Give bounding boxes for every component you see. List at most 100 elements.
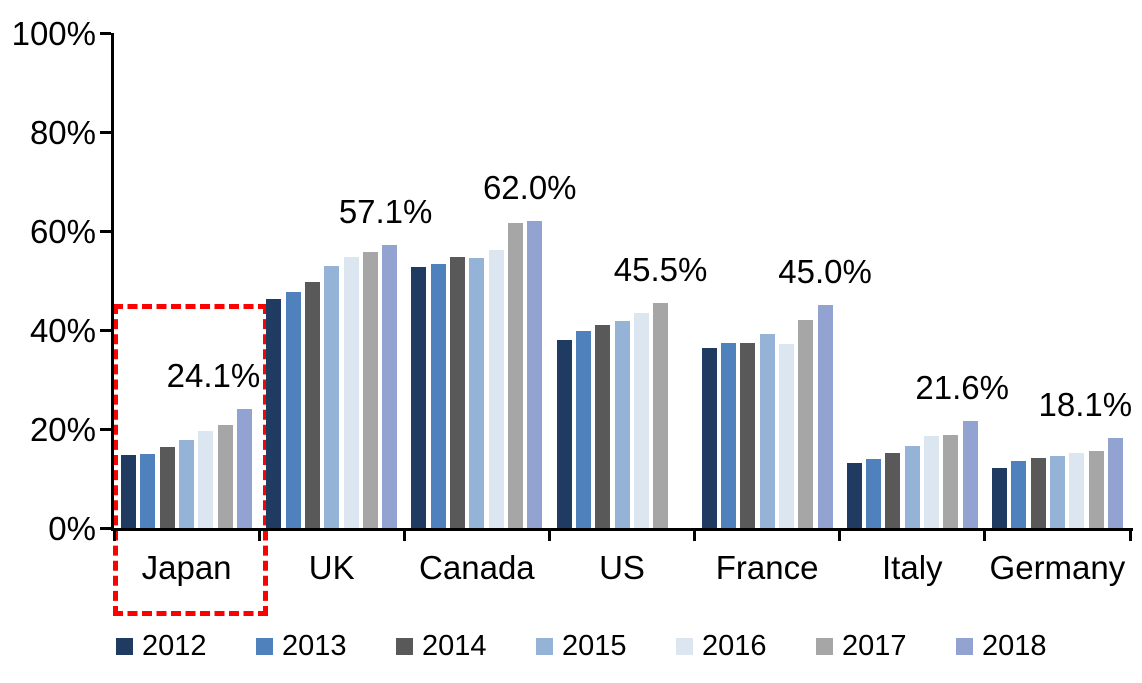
x-axis-tick (112, 528, 116, 541)
bar-uk-2012 (266, 298, 282, 528)
bar-canada-2016 (488, 249, 504, 528)
bar-germany-2012 (992, 468, 1008, 528)
legend-label-2014: 2014 (422, 630, 487, 662)
bar-japan-2012 (121, 455, 137, 528)
x-axis-tick (257, 528, 261, 541)
legend-item-2018: 2018 (956, 632, 1096, 661)
category-label-france: France (715, 549, 819, 586)
x-axis-tick (838, 528, 842, 541)
bar-uk-2016 (343, 257, 359, 528)
bar-france-2015 (759, 333, 775, 528)
japan-highlight-box (113, 304, 268, 616)
y-axis-label: 100% (11, 15, 96, 52)
x-axis-tick (402, 528, 406, 541)
y-axis-label: 20% (29, 411, 96, 448)
legend-item-2012: 2012 (116, 632, 256, 661)
bar-germany-2016 (1069, 452, 1085, 528)
y-axis-tick (100, 527, 111, 530)
bar-us-2015 (614, 321, 630, 528)
bar-canada-2014 (450, 257, 466, 528)
x-axis-tick (983, 528, 987, 541)
data-label-us: 45.5% (613, 250, 708, 288)
legend-swatch-2015 (536, 638, 553, 655)
bar-france-2018 (817, 305, 833, 528)
bar-france-2012 (701, 347, 717, 528)
bar-uk-2014 (304, 281, 320, 528)
legend-label-2015: 2015 (562, 630, 627, 662)
legend-item-2013: 2013 (256, 632, 396, 661)
y-axis-tick (100, 32, 111, 35)
x-axis-line (111, 528, 1133, 531)
bar-japan-2013 (140, 453, 156, 528)
bar-canada-2013 (430, 264, 446, 528)
bar-us-2013 (575, 330, 591, 528)
bar-italy-2014 (885, 452, 901, 528)
legend-item-2015: 2015 (536, 632, 676, 661)
bar-france-2016 (778, 343, 794, 528)
category-label-italy: Italy (882, 549, 943, 586)
bar-italy-2018 (962, 421, 978, 528)
bar-japan-2016 (198, 430, 214, 528)
bar-canada-2018 (527, 221, 543, 528)
y-axis-label: 60% (29, 213, 96, 250)
bar-italy-2013 (866, 459, 882, 528)
bar-canada-2015 (469, 258, 485, 528)
bar-germany-2014 (1030, 458, 1046, 528)
legend-swatch-2013 (256, 638, 273, 655)
bar-canada-2012 (411, 267, 427, 528)
legend-label-2018: 2018 (982, 630, 1047, 662)
bar-italy-2012 (846, 463, 862, 528)
bar-us-2016 (633, 313, 649, 528)
y-axis-label: 80% (29, 114, 96, 151)
legend-swatch-2012 (116, 638, 133, 655)
y-axis-tick (100, 230, 111, 233)
bar-france-2013 (721, 342, 737, 528)
legend-item-2016: 2016 (676, 632, 816, 661)
bar-japan-2018 (236, 408, 252, 528)
data-label-italy: 21.6% (915, 369, 1009, 407)
legend-label-2016: 2016 (702, 630, 767, 662)
bar-germany-2013 (1011, 461, 1027, 528)
bar-germany-2015 (1049, 456, 1065, 528)
category-label-canada: Canada (419, 549, 535, 586)
legend-swatch-2016 (676, 638, 693, 655)
bar-canada-2017 (507, 223, 523, 528)
legend-item-2017: 2017 (816, 632, 956, 661)
bar-japan-2014 (159, 446, 175, 528)
x-axis-tick (1128, 528, 1132, 541)
bar-italy-2015 (904, 445, 920, 528)
data-label-japan: 24.1% (166, 356, 261, 394)
legend-swatch-2017 (816, 638, 833, 655)
legend-label-2012: 2012 (142, 630, 207, 662)
legend-swatch-2018 (956, 638, 973, 655)
bar-france-2017 (798, 320, 814, 528)
legend-label-2013: 2013 (282, 630, 347, 662)
bar-japan-2015 (179, 439, 195, 528)
y-axis-label: 40% (29, 312, 96, 349)
data-label-france: 45.0% (778, 253, 872, 291)
bar-us-2014 (595, 325, 611, 528)
bar-us-2017 (653, 302, 669, 528)
bar-germany-2018 (1107, 438, 1123, 528)
bar-germany-2017 (1088, 450, 1104, 528)
y-axis-tick (100, 428, 111, 431)
y-axis-label: 0% (48, 510, 96, 547)
bar-japan-2017 (217, 425, 233, 528)
bar-uk-2015 (324, 266, 340, 528)
bar-italy-2017 (943, 434, 959, 528)
data-label-uk: 57.1% (338, 193, 433, 231)
data-label-canada: 62.0% (482, 169, 577, 207)
y-axis-tick (100, 329, 111, 332)
bar-us-2012 (556, 339, 572, 528)
category-label-germany: Germany (989, 549, 1126, 586)
category-label-japan: Japan (141, 549, 232, 586)
legend-item-2014: 2014 (396, 632, 536, 661)
legend: 2012 2013 2014 2015 2016 2017 2018 (116, 632, 1096, 661)
y-axis-tick (100, 131, 111, 134)
category-label-uk: UK (308, 549, 355, 586)
bar-italy-2016 (924, 435, 940, 528)
legend-label-2017: 2017 (842, 630, 907, 662)
x-axis-tick (693, 528, 697, 541)
bar-uk-2017 (362, 251, 378, 528)
